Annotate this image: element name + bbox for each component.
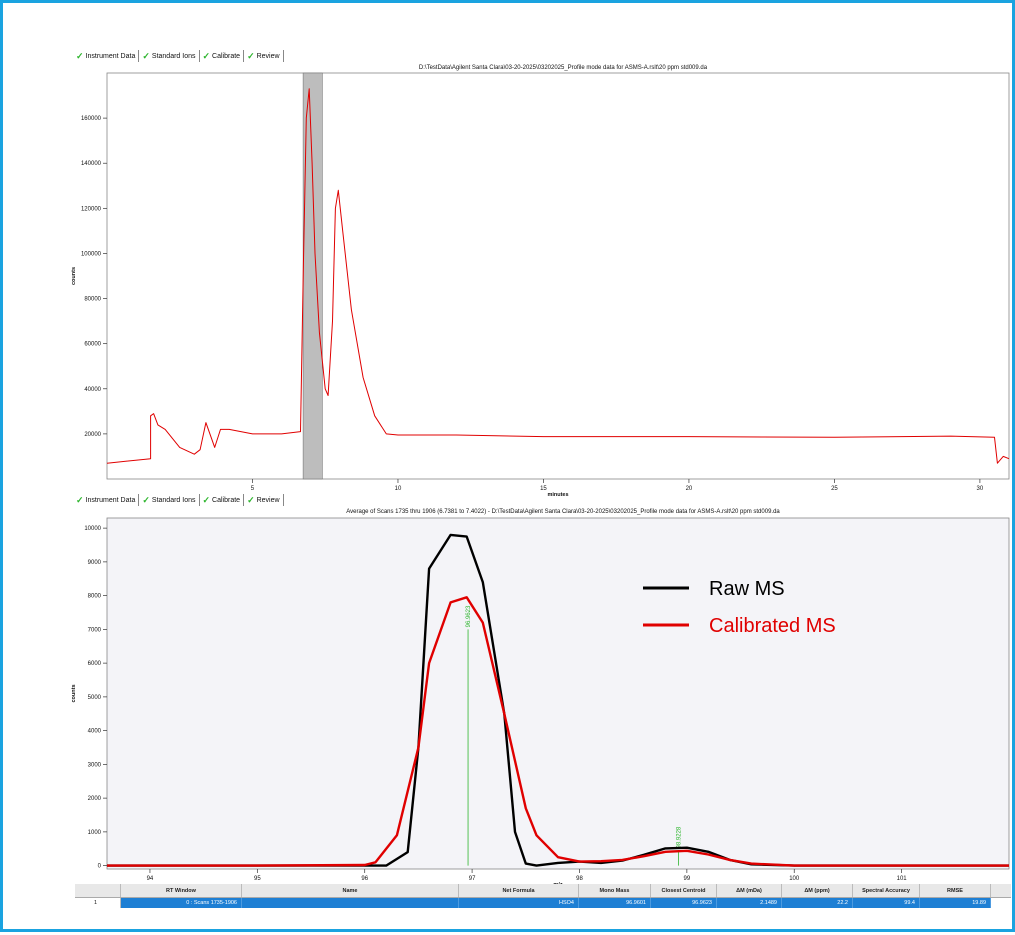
- top-tab-standard-ions[interactable]: ✓ Standard Ions: [139, 50, 200, 62]
- ms-x-tick-label: 96: [361, 876, 368, 882]
- table-cell: 0 : Scans 1735-1906: [121, 898, 242, 908]
- calibration-table: RT Window Name Net Formula Mono Mass Closest…: [75, 884, 1011, 924]
- column-header[interactable]: Net Formula: [459, 884, 579, 897]
- table-cell: 19.89: [920, 898, 991, 908]
- bottom-tab-calibrate[interactable]: ✓ Calibrate: [200, 494, 245, 506]
- ms-y-tick-label: 8000: [88, 594, 102, 600]
- table-cell: HSO4: [459, 898, 579, 908]
- ms-centroid-label: 98.9228: [677, 826, 683, 848]
- column-header[interactable]: Closest Centroid: [651, 884, 717, 897]
- tic-x-tick-label: 5: [251, 486, 255, 492]
- legend-calibrated-label: Calibrated MS: [709, 615, 836, 637]
- ms-centroid-label: 96.9623: [466, 605, 472, 627]
- table-cell: 1: [75, 898, 121, 908]
- tic-y-tick-label: 100000: [81, 251, 102, 257]
- tic-series-0: [106, 88, 1010, 464]
- table-cell: 96.9623: [651, 898, 717, 908]
- bottom-tab-bar: ✓ Instrument Data ✓ Standard Ions ✓ Calibrate…: [73, 493, 284, 507]
- ms-series-calibrated-ms: [107, 596, 1009, 867]
- tic-x-axis-label: minutes: [547, 492, 568, 498]
- check-icon: ✓: [202, 494, 211, 505]
- column-header[interactable]: RT Window: [121, 884, 242, 897]
- bottom-tab-review[interactable]: ✓ Review: [244, 494, 284, 506]
- table-cell: 99.4: [853, 898, 920, 908]
- check-icon: ✓: [247, 494, 255, 505]
- tic-x-tick-label: 15: [540, 486, 547, 492]
- ms-x-tick-label: 97: [469, 876, 476, 882]
- tic-y-tick-label: 80000: [84, 297, 101, 303]
- column-header[interactable]: ΔM (mDa): [717, 884, 782, 897]
- ms-y-tick-label: 3000: [88, 762, 102, 768]
- ms-x-tick-label: 94: [147, 876, 154, 882]
- check-icon: ✓: [76, 50, 84, 61]
- top-plot-title: D:\TestData\Agilent Santa Clara\03-20-20…: [418, 65, 708, 71]
- ms-y-tick-label: 5000: [88, 695, 102, 701]
- column-header[interactable]: Mono Mass: [579, 884, 651, 897]
- ms-x-tick-label: 101: [897, 876, 908, 882]
- legend-raw-label: Raw MS: [709, 578, 785, 600]
- tab-label: Standard Ions: [151, 52, 196, 60]
- column-header[interactable]: Spectral Accuracy: [853, 884, 920, 897]
- ms-y-tick-label: 2000: [88, 796, 102, 802]
- ms-x-tick-label: 100: [789, 876, 800, 882]
- tic-plot-area: [106, 72, 1010, 480]
- tab-label: Standard Ions: [151, 496, 196, 504]
- ms-y-tick-label: 7000: [88, 627, 102, 633]
- check-icon: ✓: [202, 50, 211, 61]
- column-header[interactable]: [75, 884, 121, 897]
- table-cell: [242, 898, 459, 908]
- table-header: RT Window Name Net Formula Mono Mass Closest…: [75, 884, 1011, 898]
- tab-label: Calibrate: [212, 52, 241, 60]
- bottom-tab-standard-ions[interactable]: ✓ Standard Ions: [139, 494, 200, 506]
- check-icon: ✓: [76, 494, 84, 505]
- bottom-plot-title: Average of Scans 1735 thru 1906 (6.7381 …: [346, 509, 780, 515]
- ms-y-tick-label: 6000: [88, 661, 102, 667]
- tab-label: Instrument Data: [85, 52, 136, 60]
- column-header[interactable]: Name: [242, 884, 459, 897]
- tic-y-axis-label: counts: [71, 267, 77, 285]
- tic-x-tick-label: 20: [686, 486, 693, 492]
- tic-y-tick-label: 120000: [81, 206, 102, 212]
- tic-y-tick-label: 60000: [84, 342, 101, 348]
- table-cell: 2.1489: [717, 898, 782, 908]
- ms-y-tick-label: 1000: [88, 830, 102, 836]
- tic-y-tick-label: 20000: [84, 432, 101, 438]
- top-tab-review[interactable]: ✓ Review: [244, 50, 284, 62]
- tic-x-tick-label: 25: [831, 486, 838, 492]
- ms-y-tick-label: 9000: [88, 560, 102, 566]
- tab-label: Review: [256, 52, 280, 60]
- ms-x-tick-label: 99: [684, 876, 691, 882]
- tab-label: Calibrate: [212, 496, 241, 504]
- ms-x-tick-label: 95: [254, 876, 261, 882]
- tab-label: Instrument Data: [85, 496, 136, 504]
- ms-y-tick-label: 4000: [88, 729, 102, 735]
- ms-y-tick-label: 10000: [84, 526, 101, 532]
- tic-y-tick-label: 140000: [81, 161, 102, 167]
- tic-x-tick-label: 30: [977, 486, 984, 492]
- ms-y-axis-label: counts: [71, 684, 77, 702]
- ms-y-tick-label: 0: [98, 864, 102, 870]
- table-cell: 96.9601: [579, 898, 651, 908]
- table-cell: 22.2: [782, 898, 853, 908]
- ms-x-tick-label: 98: [576, 876, 583, 882]
- tic-x-tick-label: 10: [395, 486, 402, 492]
- top-tab-bar: ✓ Instrument Data ✓ Standard Ions ✓ Calibrate…: [73, 49, 284, 63]
- tic-y-tick-label: 160000: [81, 116, 102, 122]
- tab-label: Review: [256, 496, 280, 504]
- top-tab-calibrate[interactable]: ✓ Calibrate: [200, 50, 245, 62]
- ms-plot-area: [106, 517, 1010, 870]
- check-icon: ✓: [247, 50, 255, 61]
- bottom-tab-instrument-data[interactable]: ✓ Instrument Data: [73, 494, 140, 506]
- check-icon: ✓: [142, 494, 150, 505]
- check-icon: ✓: [142, 50, 150, 61]
- column-header[interactable]: RMSE: [920, 884, 991, 897]
- tic-chart[interactable]: 5 10 15 20 25 3020000400006000080000100000120…: [3, 3, 1015, 935]
- tic-y-tick-label: 40000: [84, 387, 101, 393]
- top-tab-instrument-data[interactable]: ✓ Instrument Data: [73, 50, 140, 62]
- column-header[interactable]: ΔM (ppm): [782, 884, 853, 897]
